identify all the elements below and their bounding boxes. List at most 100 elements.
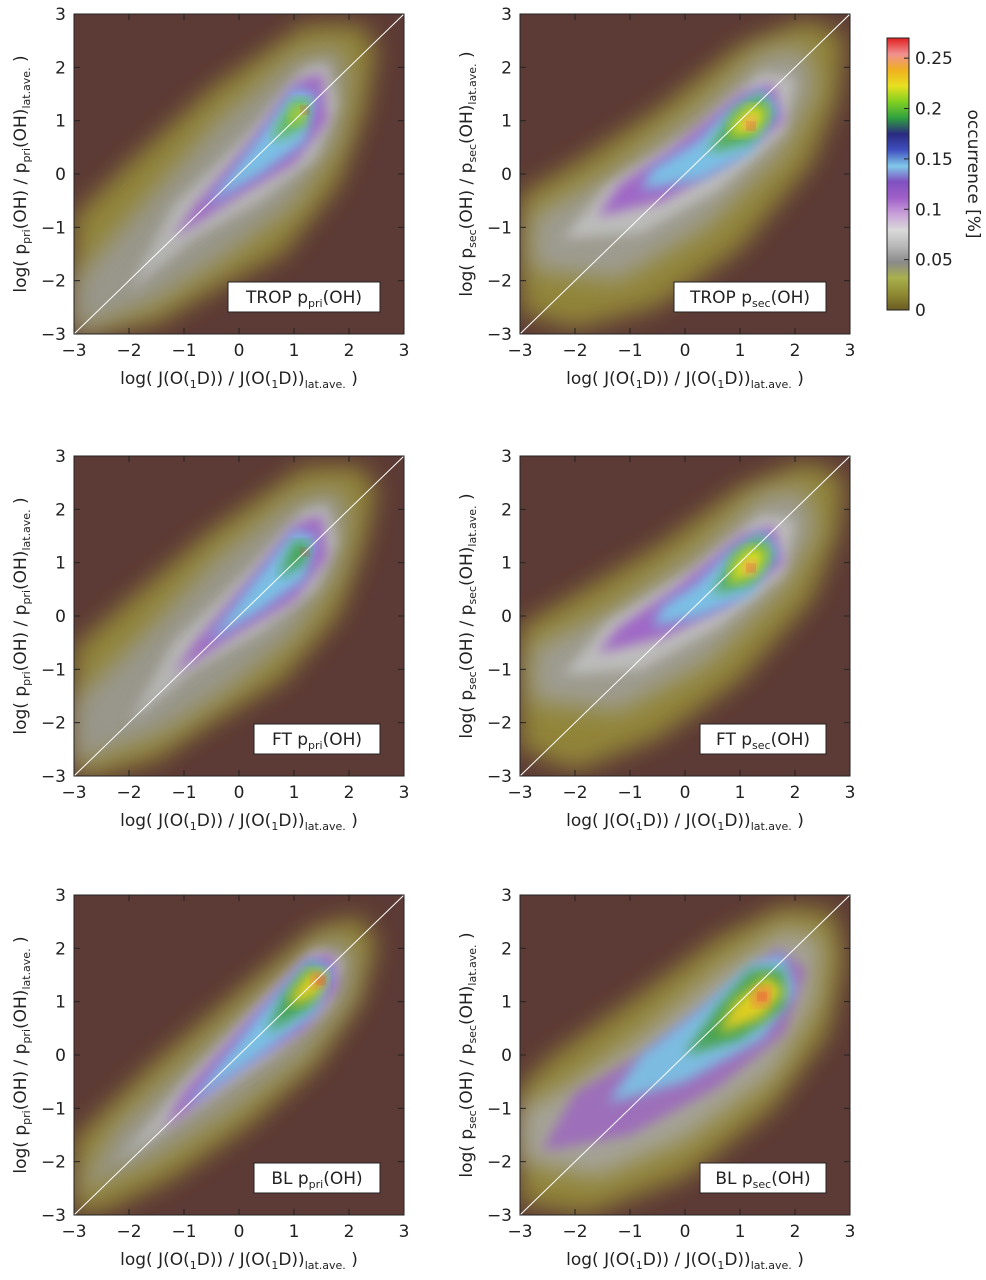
x-tick-label: −3	[507, 1222, 532, 1242]
panel-label: BL psec(OH)	[715, 1169, 810, 1191]
panel-label: TROP psec(OH)	[689, 288, 810, 310]
x-tick-label: 2	[344, 341, 355, 361]
y-axis-label: log( ppri(OH) / ppri(OH)lat.ave. )	[11, 55, 33, 292]
x-tick-label: 2	[790, 1222, 801, 1242]
y-tick-label: 3	[501, 447, 512, 467]
y-axis-label: log( ppri(OH) / ppri(OH)lat.ave. )	[11, 497, 33, 734]
y-tick-label: −3	[41, 767, 66, 787]
x-axis-label: log( J(O(1D)) / J(O(1D))lat.ave. )	[566, 369, 804, 391]
peak-marker	[317, 976, 326, 985]
x-tick-label: 0	[680, 341, 691, 361]
y-tick-label: 3	[55, 5, 66, 25]
x-tick-label: 3	[845, 1222, 856, 1242]
x-tick-label: −1	[171, 783, 196, 803]
panel-label-box	[227, 281, 381, 313]
x-tick-label: 1	[735, 341, 746, 361]
panel-label: TROP ppri(OH)	[245, 288, 362, 310]
x-tick-label: 1	[735, 1222, 746, 1242]
heatmap-density	[520, 19, 845, 329]
y-tick-label: 1	[501, 993, 512, 1013]
x-tick-label: 3	[845, 341, 856, 361]
x-tick-label: −1	[171, 341, 196, 361]
colorbar-tick-label: 0.05	[915, 251, 953, 271]
x-tick-label: 1	[289, 783, 300, 803]
density-contour	[288, 104, 305, 126]
y-tick-label: 3	[55, 447, 66, 467]
heatmap-density	[74, 466, 377, 776]
y-tick-label: 0	[501, 1046, 512, 1066]
one-to-one-line	[74, 456, 404, 776]
panel-label: FT psec(OH)	[716, 730, 810, 752]
colorbar: 0.25 0.2 0.15 0.1 0.05 0 occurrence [%]	[886, 37, 983, 321]
y-tick-label: −2	[487, 714, 512, 734]
heatmap-density	[74, 916, 377, 1215]
colorbar-tick-label: 0.1	[915, 200, 942, 220]
x-tick-label: −1	[617, 783, 642, 803]
y-tick-label: 0	[501, 607, 512, 627]
x-tick-label: −2	[116, 783, 141, 803]
colorbar-tick-label: 0.15	[915, 150, 953, 170]
heatmap-density	[520, 905, 845, 1215]
panel-label-box	[673, 281, 827, 313]
y-tick-label: 2	[55, 58, 66, 78]
y-tick-label: 0	[501, 165, 512, 185]
x-axis-label: log( J(O(1D)) / J(O(1D))lat.ave. )	[120, 811, 358, 833]
x-tick-label: 2	[344, 783, 355, 803]
y-tick-label: 1	[501, 112, 512, 132]
y-axis-label: log( psec(OH) / psec(OH)lat.ave. )	[457, 51, 479, 296]
panel-label-box	[699, 723, 827, 755]
panel-label-box	[253, 1162, 381, 1194]
panel-ft-sec: −3 −2 −1 0 1 2 3 −3 −2 −1 0 1 2 3 FT psec(OH) log( J(O(…	[457, 447, 855, 833]
one-to-one-line	[74, 14, 404, 334]
y-tick-label: 2	[55, 500, 66, 520]
y-tick-label: −3	[487, 1206, 512, 1226]
y-tick-label: −1	[487, 660, 512, 680]
y-tick-label: −1	[487, 1099, 512, 1119]
x-tick-label: 3	[845, 783, 856, 803]
y-tick-label: 1	[55, 993, 66, 1013]
y-tick-label: 0	[55, 165, 66, 185]
x-tick-label: −2	[562, 1222, 587, 1242]
y-tick-label: 3	[501, 886, 512, 906]
panel-bl-sec: −3 −2 −1 0 1 2 3 −3 −2 −1 0 1 2 3 BL psec(OH) log( J(O(…	[457, 886, 855, 1272]
y-tick-label: 2	[55, 939, 66, 959]
x-tick-label: −2	[116, 1222, 141, 1242]
x-tick-label: −3	[507, 341, 532, 361]
y-tick-label: 2	[501, 939, 512, 959]
x-axis-label: log( J(O(1D)) / J(O(1D))lat.ave. )	[120, 1250, 358, 1272]
x-tick-label: −2	[562, 783, 587, 803]
x-tick-label: −1	[617, 1222, 642, 1242]
x-tick-label: −3	[61, 1222, 86, 1242]
panels: −3 −2 −1 0 1 2 3 −3 −2 −1 0 1 2 3 TROP ppri(OH) log( J(…	[11, 5, 855, 1272]
y-tick-label: −3	[487, 325, 512, 345]
x-tick-label: −2	[562, 341, 587, 361]
y-tick-label: −3	[41, 1206, 66, 1226]
x-axis-label: log( J(O(1D)) / J(O(1D))lat.ave. )	[566, 811, 804, 833]
y-tick-label: −3	[487, 767, 512, 787]
y-tick-label: −1	[41, 660, 66, 680]
peak-marker	[758, 992, 766, 1001]
y-tick-label: −1	[487, 218, 512, 238]
x-axis-label: log( J(O(1D)) / J(O(1D))lat.ave. )	[120, 369, 358, 391]
y-tick-label: −2	[41, 714, 66, 734]
y-tick-label: 2	[501, 500, 512, 520]
y-tick-label: 2	[501, 58, 512, 78]
one-to-one-line	[520, 895, 850, 1215]
x-tick-label: −1	[171, 1222, 196, 1242]
x-tick-label: 0	[234, 341, 245, 361]
colorbar-tick-label: 0.25	[915, 49, 953, 69]
x-tick-label: −1	[617, 341, 642, 361]
panel-label-box	[253, 723, 381, 755]
panel-bl-pri: −3 −2 −1 0 1 2 3 −3 −2 −1 0 1 2 3 BL ppri(OH) log( J(O(…	[11, 886, 409, 1272]
y-tick-label: −1	[41, 218, 66, 238]
y-tick-label: −2	[487, 272, 512, 292]
y-tick-label: −3	[41, 325, 66, 345]
x-tick-label: 3	[399, 341, 410, 361]
heatmap-density	[520, 461, 845, 771]
x-tick-label: 3	[399, 1222, 410, 1242]
panel-trop-sec: −3 −2 −1 0 1 2 3 −3 −2 −1 0 1 2 3 TROP psec(OH) log( J(…	[457, 5, 855, 391]
y-tick-label: 3	[55, 886, 66, 906]
y-tick-label: 1	[501, 554, 512, 574]
x-tick-label: 0	[680, 783, 691, 803]
y-axis-label: log( psec(OH) / psec(OH)lat.ave. )	[457, 932, 479, 1177]
